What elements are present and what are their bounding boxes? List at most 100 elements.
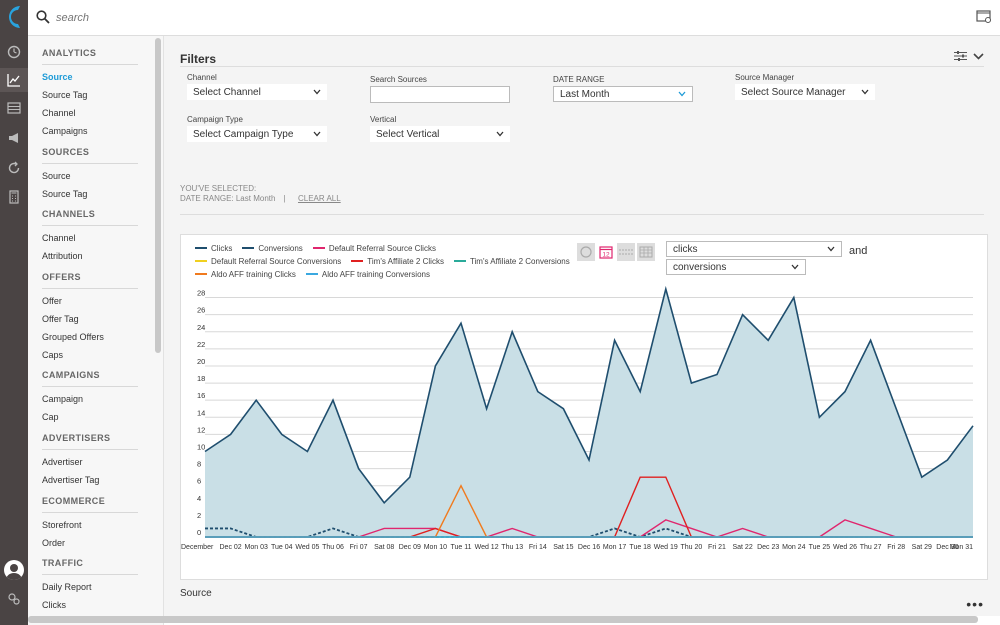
legend-label: Clicks xyxy=(211,243,233,253)
settings-gears-icon[interactable] xyxy=(0,587,28,611)
legend-item[interactable]: Clicks xyxy=(195,242,232,254)
nav-item-offer-tag[interactable]: Offer Tag xyxy=(42,314,79,324)
legend-label: Aldo AFF training Conversions xyxy=(321,269,430,279)
campaign-type-filter: Campaign Type Select Campaign Type xyxy=(187,115,327,142)
nav-sidebar: ANALYTICS Source Source Tag Channel Campaign… xyxy=(28,36,164,625)
nav-item-source-tag[interactable]: Source Tag xyxy=(42,90,88,100)
nav-item-grouped-offers[interactable]: Grouped Offers xyxy=(42,332,104,342)
megaphone-icon[interactable] xyxy=(0,126,28,150)
nav-item-channel[interactable]: Channel xyxy=(42,233,76,243)
nav-item-source-tag[interactable]: Source Tag xyxy=(42,189,88,199)
nav-item-campaign[interactable]: Campaign xyxy=(42,394,84,404)
nav-item-source[interactable]: Source xyxy=(42,171,71,181)
nav-section-title: ECOMMERCE xyxy=(42,496,138,513)
legend-swatch xyxy=(453,260,466,262)
legend-item[interactable]: Tim's Affiliate 2 Conversions xyxy=(453,255,570,267)
campaign-type-select[interactable]: Select Campaign Type xyxy=(187,126,327,142)
clicks-area-fill xyxy=(205,289,973,537)
nav-item-campaigns[interactable]: Campaigns xyxy=(42,126,88,136)
y-tick-label: 22 xyxy=(197,340,205,349)
nav-item-daily-report[interactable]: Daily Report xyxy=(42,582,92,592)
legend-item[interactable]: Default Referral Source Conversions xyxy=(195,255,341,267)
analytics-icon[interactable] xyxy=(0,68,28,92)
nav-section-sources: SOURCES Source Source Tag xyxy=(42,147,138,203)
x-tick-label: Sat 08 xyxy=(374,544,394,551)
date-range-select[interactable]: Last Month xyxy=(553,86,693,102)
nav-item-offer[interactable]: Offer xyxy=(42,296,62,306)
brand-logo-icon[interactable] xyxy=(4,4,26,30)
clear-all-link[interactable]: CLEAR ALL xyxy=(297,194,341,203)
chevron-down-icon xyxy=(827,246,835,252)
legend-item[interactable]: Aldo AFF training Conversions xyxy=(305,268,430,280)
dashboard-icon[interactable] xyxy=(0,40,28,64)
chart-week-button[interactable] xyxy=(617,243,635,261)
nav-item-advertiser-tag[interactable]: Advertiser Tag xyxy=(42,475,100,485)
selected-separator: | xyxy=(283,194,286,203)
nav-item-caps[interactable]: Caps xyxy=(42,350,64,360)
y-tick-label: 26 xyxy=(197,306,205,315)
legend-label: Conversions xyxy=(258,243,303,253)
x-tick-label: Dec 02 xyxy=(220,544,242,551)
metric-secondary-value: conversions xyxy=(673,261,727,273)
x-tick-label: Sat 15 xyxy=(553,544,573,551)
nav-section-traffic: TRAFFIC Daily Report Clicks xyxy=(42,558,138,614)
x-tick-label: Tue 11 xyxy=(450,544,471,551)
campaign-type-label: Campaign Type xyxy=(187,115,243,124)
date-range-value: Last Month xyxy=(560,88,610,100)
refresh-icon[interactable] xyxy=(0,156,28,180)
search-sources-filter: Search Sources xyxy=(370,75,510,103)
chart-month-button[interactable] xyxy=(637,243,655,261)
chevron-down-icon xyxy=(678,91,686,97)
channel-select[interactable]: Select Channel xyxy=(187,84,327,100)
x-tick-label: Thu 20 xyxy=(681,544,703,551)
legend-item[interactable]: Default Referral Source Clicks xyxy=(312,242,436,254)
metric-primary-select[interactable]: clicks xyxy=(666,241,842,257)
x-tick-label: Dec 09 xyxy=(399,544,421,551)
filters-title: Filters xyxy=(180,52,217,66)
legend-item[interactable]: Conversions xyxy=(242,242,303,254)
source-section-label: Source xyxy=(180,588,212,599)
main-content: Filters Channel Select Channel Search So… xyxy=(164,36,1000,616)
source-manager-select[interactable]: Select Source Manager xyxy=(735,84,875,100)
metric-secondary-select[interactable]: conversions xyxy=(666,259,806,275)
legend-label: Tim's Affiliate 2 Clicks xyxy=(367,256,444,266)
filter-settings-icon[interactable] xyxy=(954,51,967,61)
chevron-down-icon xyxy=(496,131,504,137)
search-input[interactable] xyxy=(56,8,356,28)
monitor-settings-icon[interactable] xyxy=(976,10,992,24)
y-tick-label: 24 xyxy=(197,323,205,332)
nav-item-attribution[interactable]: Attribution xyxy=(42,251,83,261)
user-avatar-icon[interactable] xyxy=(4,560,24,580)
nav-item-cap[interactable]: Cap xyxy=(42,412,59,422)
vertical-select[interactable]: Select Vertical xyxy=(370,126,510,142)
more-options-icon[interactable]: ••• xyxy=(966,596,984,612)
x-tick-label: Mon 31 xyxy=(950,544,973,551)
search-sources-input[interactable] xyxy=(370,86,510,103)
x-tick-label: Mon 17 xyxy=(603,544,626,551)
nav-item-advertiser[interactable]: Advertiser xyxy=(42,457,83,467)
nav-item-clicks[interactable]: Clicks xyxy=(42,600,66,610)
nav-item-order[interactable]: Order xyxy=(42,538,66,548)
campaign-type-value: Select Campaign Type xyxy=(193,128,294,140)
collapse-chevron-icon[interactable] xyxy=(973,51,984,61)
table-icon[interactable] xyxy=(0,96,28,120)
vertical-filter: Vertical Select Vertical xyxy=(370,115,510,142)
chart-calendar-button[interactable]: 12 xyxy=(597,243,615,261)
x-tick-label: Wed 05 xyxy=(295,544,319,551)
y-tick-label: 2 xyxy=(197,511,201,520)
nav-item-channel[interactable]: Channel xyxy=(42,108,76,118)
legend-item[interactable]: Aldo AFF training Clicks xyxy=(195,268,296,280)
horizontal-scrollbar[interactable] xyxy=(28,616,978,623)
nav-item-storefront[interactable]: Storefront xyxy=(42,520,82,530)
calculator-icon[interactable] xyxy=(0,185,28,209)
legend-item[interactable]: Tim's Affiliate 2 Clicks xyxy=(351,255,444,267)
nav-section-ecommerce: ECOMMERCE Storefront Order xyxy=(42,496,138,552)
nav-section-title: TRAFFIC xyxy=(42,558,138,575)
date-range-label: DATE RANGE xyxy=(553,75,605,84)
chart-clock-button[interactable] xyxy=(577,243,595,261)
nav-section-analytics: ANALYTICS Source Source Tag Channel Campaign… xyxy=(42,48,138,140)
selected-date-range: DATE RANGE: Last Month xyxy=(180,194,276,203)
nav-item-source[interactable]: Source xyxy=(42,72,73,82)
sidebar-scrollbar[interactable] xyxy=(155,38,161,353)
source-manager-label: Source Manager xyxy=(735,73,795,82)
